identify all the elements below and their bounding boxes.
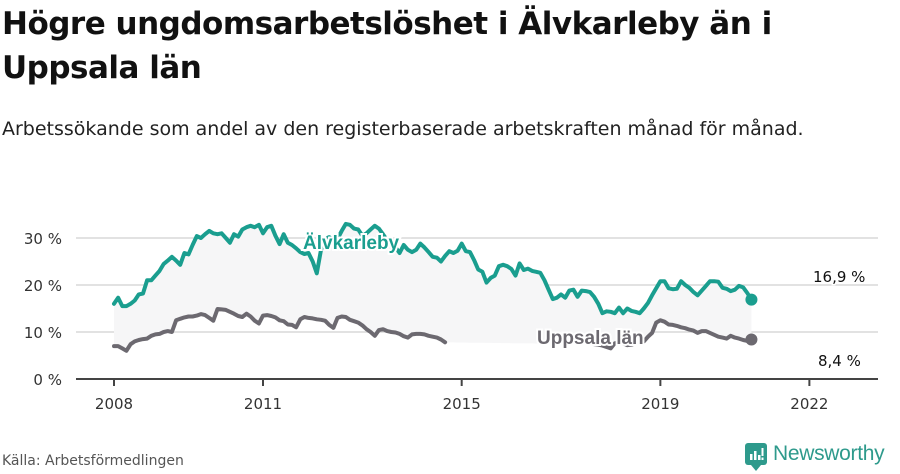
uppsala-label: Uppsala län (537, 328, 644, 349)
alvkarleby-label: Älvkarleby (303, 233, 400, 254)
chart-title: Högre ungdomsarbetslöshet i Älvkarleby ä… (2, 6, 772, 86)
source-note: Källa: Arbetsförmedlingen (2, 453, 184, 469)
x-tick-label: 2019 (641, 395, 679, 413)
x-tick-label: 2022 (790, 395, 828, 413)
alvkarleby-end-value: 16,9 % (813, 268, 865, 286)
alvkarleby-end-dot (745, 293, 758, 306)
uppsala-end-dot (745, 333, 758, 346)
difference-band (114, 223, 752, 351)
x-tick-label: 2015 (443, 395, 481, 413)
y-tick-label: 0 % (33, 371, 62, 389)
x-tick-label: 2008 (95, 395, 133, 413)
y-tick-label: 10 % (24, 324, 62, 342)
y-tick-label: 20 % (24, 277, 62, 295)
x-axis-ticks: 2008 2011 2015 2019 2022 (95, 379, 828, 413)
y-tick-label: 30 % (24, 230, 62, 248)
logo-text: Newsworthy (773, 442, 885, 465)
uppsala-end-value: 8,4 % (818, 352, 861, 370)
newsworthy-bar-chart-icon (745, 443, 767, 471)
newsworthy-logo: Newsworthy (745, 442, 885, 471)
x-tick-label: 2011 (244, 395, 282, 413)
chart-subtitle: Arbetssökande som andel av den registerb… (2, 118, 804, 140)
y-axis-labels: 0 % 10 % 20 % 30 % (24, 230, 62, 389)
uppsala-line (112, 307, 754, 353)
alvkarleby-line (112, 221, 754, 316)
